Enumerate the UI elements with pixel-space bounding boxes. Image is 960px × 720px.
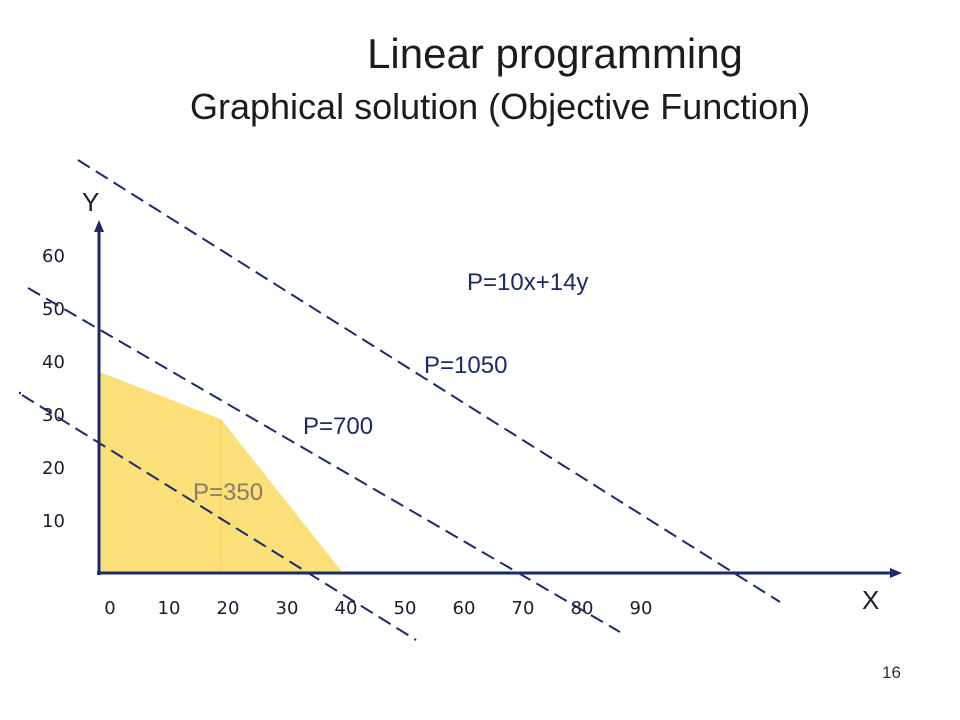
slide-number: 16 [882,663,901,682]
y-tick-labels: 10 20 30 40 50 60 [42,246,65,532]
iso-profit-label: P=700 [303,413,373,440]
iso-profit-label: P=350 [193,479,263,506]
x-tick-label: 20 [217,598,240,619]
y-tick-label: 10 [42,511,65,532]
x-axis-label: X [862,585,879,615]
line-start-dot [18,391,22,395]
iso-profit-lines: P=350 P=700 P=1050 [18,159,781,641]
x-tick-label: 90 [630,598,653,619]
y-axis-arrowhead [94,220,104,232]
iso-profit-label: P=1050 [424,352,507,379]
x-tick-label: 40 [335,598,358,619]
x-tick-label: 70 [512,598,535,619]
slide-subtitle: Graphical solution (Objective Function) [190,86,811,127]
y-axis-label: Y [82,187,99,217]
iso-profit-line [77,159,781,603]
x-tick-labels: 0 10 20 30 40 50 60 70 80 90 [104,598,652,619]
iso-profit-line [21,394,417,641]
x-tick-label: 50 [394,598,417,619]
x-tick-label: 80 [571,598,594,619]
objective-function-label: P=10x+14y [467,269,588,296]
y-tick-label: 40 [42,352,65,373]
y-tick-label: 50 [42,299,65,320]
x-tick-label: 60 [453,598,476,619]
x-tick-label: 30 [276,598,299,619]
iso-profit-line [27,287,621,633]
x-axis-arrowhead [890,568,902,578]
x-tick-label: 10 [158,598,181,619]
y-tick-label: 20 [42,458,65,479]
y-tick-label: 60 [42,246,65,267]
slide-title: Linear programming [367,30,743,77]
x-tick-label: 0 [104,598,115,619]
y-tick-label: 30 [42,405,65,426]
